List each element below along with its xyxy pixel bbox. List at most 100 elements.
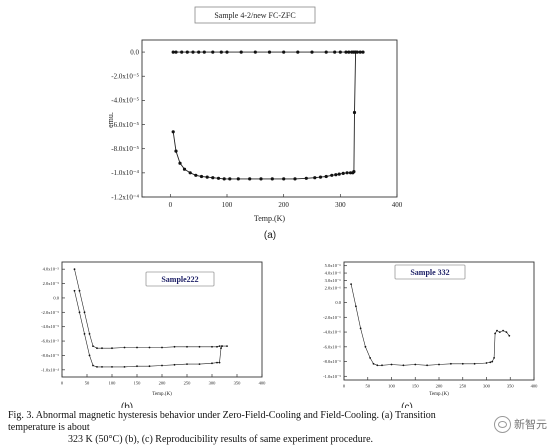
series-2-point xyxy=(220,347,222,350)
plot-frame xyxy=(141,39,398,198)
series-1-point xyxy=(239,50,243,54)
series-2-point xyxy=(205,175,209,179)
panel-label: (a) xyxy=(264,230,276,240)
x-tick-label: 50 xyxy=(366,384,371,389)
series-1-point xyxy=(186,345,188,348)
series-2-point xyxy=(293,177,297,181)
series-1-point xyxy=(508,334,511,337)
chart-a: Sample 4-2/new FC-ZFC 0 100 200 300 400 0.0 -2.… xyxy=(105,0,405,240)
series-1-point xyxy=(202,50,206,54)
series-2-point xyxy=(178,161,182,165)
series-2-point xyxy=(92,364,94,367)
x-tick-label: 100 xyxy=(388,384,396,389)
panel-label: (c) xyxy=(401,402,413,408)
y-tick-label: 5.0x10⁻⁶ xyxy=(325,263,342,268)
y-tick-label: 0.0 xyxy=(335,300,341,305)
x-tick-label: 200 xyxy=(278,201,289,209)
series-2-point xyxy=(313,176,317,180)
series-1-point xyxy=(358,50,362,54)
series-2-point xyxy=(188,171,192,175)
y-tick-label: -1.0x10⁻⁵ xyxy=(323,374,341,379)
title-box xyxy=(145,271,215,287)
x-tick-label: 400 xyxy=(392,201,403,209)
series-1-point xyxy=(185,50,189,54)
series-2-point xyxy=(174,149,178,153)
series-2-point xyxy=(216,361,218,364)
x-tick-label: 200 xyxy=(436,384,444,389)
y-tick-label: 3.0x10⁻⁶ xyxy=(325,278,342,283)
series-1-point xyxy=(218,345,221,347)
series-1-point xyxy=(282,50,286,54)
series-2-point xyxy=(171,130,175,134)
series-1-point xyxy=(438,363,440,366)
y-tick-label: 0.0 xyxy=(130,48,139,56)
series-1-point xyxy=(347,50,351,54)
series-1-point xyxy=(197,50,201,54)
series-1-point xyxy=(502,329,504,332)
series-2-point xyxy=(318,175,323,179)
series-2-point xyxy=(199,174,204,179)
series-2-point xyxy=(161,364,163,367)
series-1-point xyxy=(173,345,176,348)
y-tick-label: -6.0x10⁻⁶ xyxy=(323,344,341,349)
y-tick-label: -4.0x10⁻⁶ xyxy=(323,330,341,335)
x-axis-label: Temp.(K) xyxy=(429,392,449,397)
series-1-point xyxy=(111,347,113,350)
x-axis-label: Temp.(K) xyxy=(152,392,172,397)
series-1-point xyxy=(496,329,498,332)
series-2-point xyxy=(222,177,226,181)
series-1-point xyxy=(473,362,476,365)
series-2-point xyxy=(211,176,215,180)
series-1-point xyxy=(267,50,272,54)
y-tick-label: -6.0x10⁻⁵ xyxy=(41,339,59,344)
series-2-point xyxy=(348,171,353,175)
y-tick-label: -1.0x10⁻⁴ xyxy=(111,169,139,177)
series-2-line xyxy=(172,52,357,180)
x-tick-label: 300 xyxy=(483,384,491,389)
series-1-point xyxy=(324,50,328,54)
chart-title: Sample 332 xyxy=(410,268,449,277)
x-tick-label: 150 xyxy=(412,384,420,389)
series-2-point xyxy=(148,365,151,368)
series-1-point xyxy=(180,50,184,54)
caption-line-2: 323 K (50°C) (b), (c) Reproducibility re… xyxy=(68,434,374,445)
y-tick-label: -2.0x10⁻⁶ xyxy=(323,315,341,320)
y-tick-label: 4.0x10⁻⁶ xyxy=(325,271,342,276)
series-2-point xyxy=(352,110,357,115)
series-1-point xyxy=(461,362,464,365)
series-1-point xyxy=(359,327,362,330)
series-1-point xyxy=(148,346,151,349)
series-1-point xyxy=(369,357,371,359)
series-2-point xyxy=(259,177,263,181)
y-tick-label: -2.0x10⁻⁵ xyxy=(41,310,59,315)
series-1-point xyxy=(376,364,379,367)
series-2-point xyxy=(218,361,221,364)
series-1-point xyxy=(450,362,452,365)
series-2-point xyxy=(173,363,176,366)
series-1-point xyxy=(96,347,98,350)
series-2-point xyxy=(334,173,338,177)
series-1-point xyxy=(219,50,223,54)
x-tick-label: 350 xyxy=(234,381,242,386)
y-tick-label: -6.0x10⁻⁵ xyxy=(111,121,139,129)
series-1-point xyxy=(489,361,492,364)
x-tick-label: 150 xyxy=(134,381,142,386)
series-1-point xyxy=(78,289,81,292)
series-2-point xyxy=(216,176,221,180)
chart-b: Sample222 0 50 100 150 200 250 300 350 400 4.0x10⁻… xyxy=(22,248,277,408)
y-tick-label: 2.0x10⁻⁵ xyxy=(43,281,60,286)
series-1-point xyxy=(253,50,257,54)
y-tick-label: 2.0x10⁻⁶ xyxy=(325,285,342,290)
x-tick-label: 0 xyxy=(343,384,346,389)
caption-line-1: Fig. 3. Abnormal magnetic hysteresis beh… xyxy=(8,410,436,433)
series-1-point xyxy=(390,363,393,366)
series-1-point xyxy=(136,346,138,349)
series-1-point xyxy=(491,360,494,363)
series-1-point xyxy=(225,50,229,54)
series-2-point xyxy=(330,173,334,177)
series-2-point xyxy=(88,354,91,357)
series-2-point xyxy=(83,333,86,335)
series-2-point xyxy=(270,177,274,181)
series-2-point xyxy=(354,50,358,54)
